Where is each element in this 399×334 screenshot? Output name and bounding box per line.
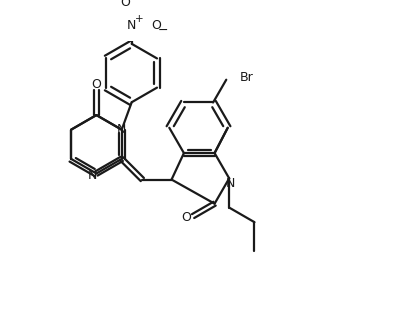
Text: O: O <box>91 77 101 91</box>
Text: Br: Br <box>239 71 253 85</box>
Text: N: N <box>88 169 97 182</box>
Text: O: O <box>120 0 130 9</box>
Text: O: O <box>152 19 161 32</box>
Text: −: − <box>158 24 168 36</box>
Text: O: O <box>181 211 191 224</box>
Text: N: N <box>226 177 235 190</box>
Text: N: N <box>117 123 126 136</box>
Text: N: N <box>127 19 136 32</box>
Text: +: + <box>135 14 144 24</box>
